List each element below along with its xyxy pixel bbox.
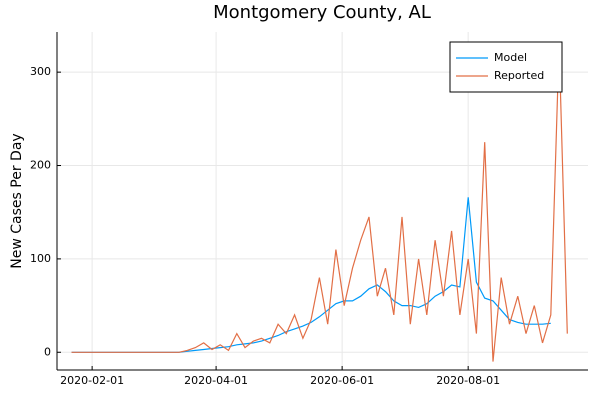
y-axis-label: New Cases Per Day	[9, 133, 25, 268]
y-tick-label: 200	[30, 159, 51, 172]
x-tick-label: 2020-06-01	[310, 374, 374, 387]
chart-title: Montgomery County, AL	[213, 2, 431, 23]
x-tick-label: 2020-08-01	[436, 374, 500, 387]
legend-box	[449, 41, 563, 93]
series-line	[71, 44, 568, 362]
legend-label: Model	[494, 51, 527, 64]
y-tick-label: 100	[30, 252, 51, 265]
legend-label: Reported	[494, 69, 544, 82]
x-tick-label: 2020-02-01	[60, 374, 124, 387]
y-tick-label: 300	[30, 65, 51, 78]
y-tick-label: 0	[44, 345, 51, 358]
x-tick-label: 2020-04-01	[184, 374, 248, 387]
